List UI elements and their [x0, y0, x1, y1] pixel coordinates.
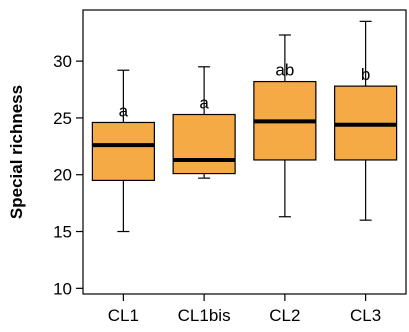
x-tick-label: CL1 [108, 306, 139, 325]
box-cl1bis: a [172, 66, 236, 179]
box-iqr [91, 121, 155, 181]
significance-letter: b [361, 65, 370, 84]
x-tick-label: CL3 [350, 306, 381, 325]
box-cl2: ab [253, 34, 317, 218]
plot-frame [82, 9, 407, 295]
x-tick-label: CL1bis [178, 306, 231, 325]
y-tick-label: 25 [53, 109, 72, 128]
boxes-layer: a a ab b [91, 20, 398, 233]
box-cl3: b [334, 20, 398, 221]
y-tick-label: 15 [53, 223, 72, 242]
y-axis: 10 15 20 25 30 [53, 52, 83, 298]
x-tick-label: CL2 [269, 306, 300, 325]
y-tick-label: 10 [53, 279, 72, 298]
y-tick-label: 20 [53, 166, 72, 185]
box-iqr [172, 113, 236, 175]
significance-letter: a [119, 101, 129, 120]
y-tick-label: 30 [53, 52, 72, 71]
box-cl1: a [91, 69, 155, 233]
x-axis: CL1 CL1bis CL2 CL3 [108, 294, 381, 325]
significance-letter: ab [275, 61, 294, 80]
significance-letter: a [199, 94, 209, 113]
y-axis-title: Special richness [7, 85, 26, 219]
